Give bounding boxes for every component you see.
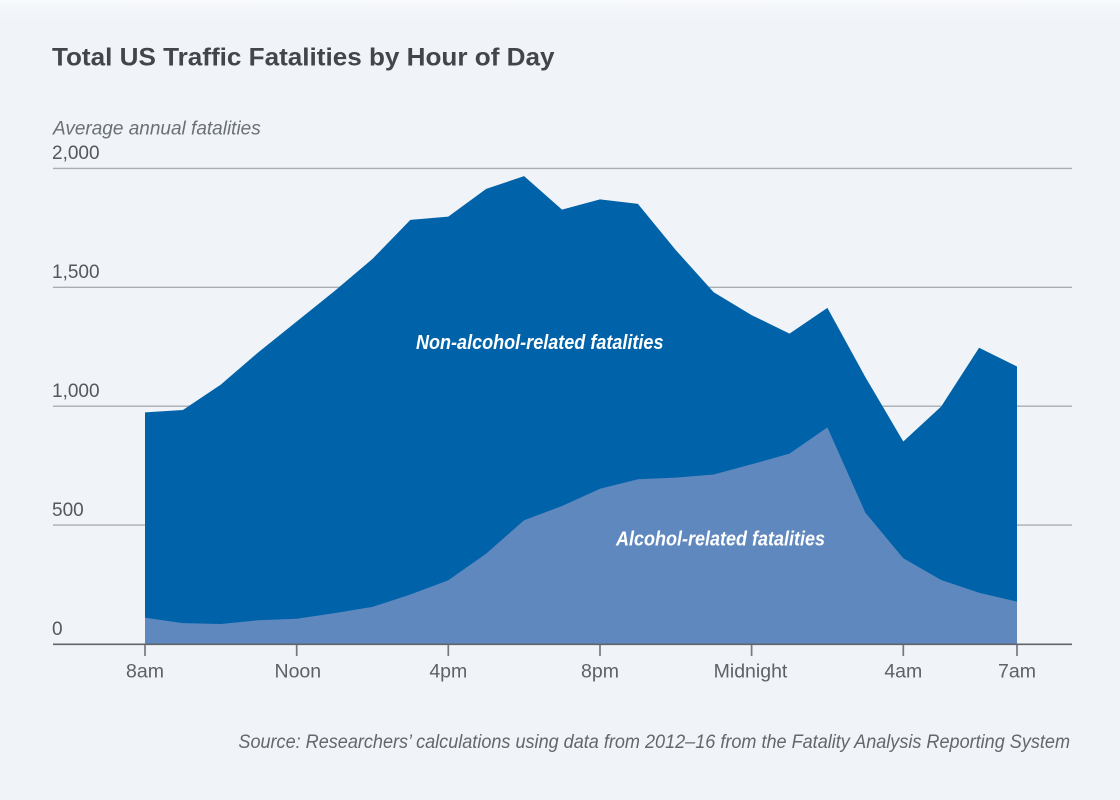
svg-text:1,000: 1,000	[52, 381, 100, 402]
svg-text:4pm: 4pm	[429, 661, 467, 683]
svg-text:7am: 7am	[998, 661, 1036, 683]
svg-text:8pm: 8pm	[581, 661, 619, 683]
svg-text:Noon: Noon	[274, 661, 321, 683]
svg-text:Total US Traffic Fatalities by: Total US Traffic Fatalities by Hour of D…	[52, 43, 555, 71]
svg-text:8am: 8am	[126, 661, 164, 683]
svg-text:2,000: 2,000	[52, 143, 100, 164]
svg-text:1,500: 1,500	[52, 262, 100, 283]
svg-text:Non-alcohol-related fatalities: Non-alcohol-related fatalities	[416, 332, 664, 354]
svg-text:Alcohol-related fatalities: Alcohol-related fatalities	[615, 529, 825, 551]
svg-text:4am: 4am	[884, 661, 922, 683]
svg-text:0: 0	[52, 619, 63, 640]
svg-text:500: 500	[52, 500, 84, 521]
svg-text:Average annual fatalities: Average annual fatalities	[52, 119, 261, 140]
svg-text:Source: Researchers’ calculati: Source: Researchers’ calculations using …	[238, 732, 1070, 753]
svg-text:Midnight: Midnight	[714, 661, 788, 683]
